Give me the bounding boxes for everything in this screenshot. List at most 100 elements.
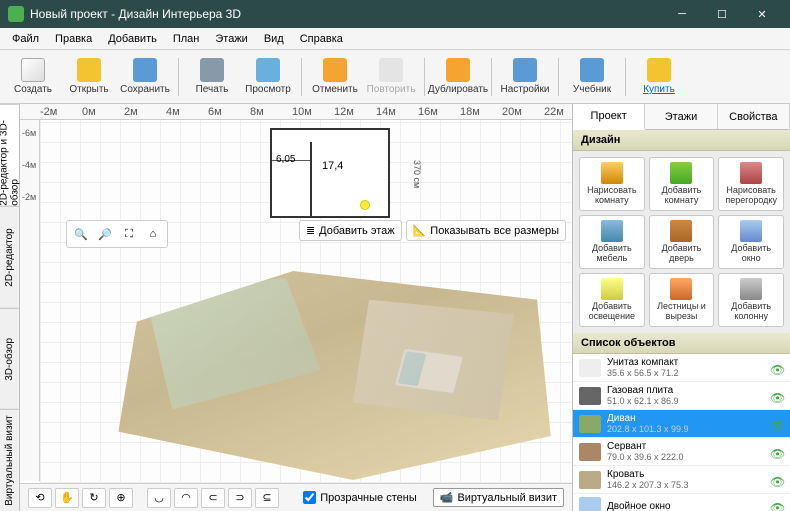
menu-правка[interactable]: Правка bbox=[47, 30, 100, 48]
objects-section-header: Список объектов bbox=[573, 333, 790, 354]
app-icon bbox=[8, 6, 24, 22]
object-name: Унитаз компакт bbox=[607, 357, 764, 368]
design-tool-0-label: Нарисовать комнату bbox=[582, 186, 642, 206]
save-label: Сохранить bbox=[120, 84, 170, 95]
level-1-button[interactable]: ◡ bbox=[147, 488, 171, 508]
level-5-button[interactable]: ⊆ bbox=[255, 488, 279, 508]
left-tab-3[interactable]: Виртуальный визит bbox=[0, 409, 19, 511]
design-tool-6-label: Добавить освещение bbox=[582, 302, 642, 322]
preview-icon bbox=[256, 58, 280, 82]
visibility-toggle-icon[interactable]: 👁 bbox=[770, 501, 784, 511]
right-tab-свойства[interactable]: Свойства bbox=[718, 104, 790, 129]
left-tab-1[interactable]: 2D-редактор bbox=[0, 206, 19, 308]
home-button[interactable]: ⌂ bbox=[142, 224, 164, 244]
show-dimensions-button[interactable]: 📐 Показывать все размеры bbox=[406, 220, 566, 241]
object-item-4[interactable]: Кровать146.2 x 207.3 x 75.3👁 bbox=[573, 466, 790, 494]
main-toolbar: СоздатьОткрыть Сохранить Печать Просмотр Отм… bbox=[0, 50, 790, 104]
main-area: 2D-редактор и 3D-обзор2D-редактор3D-обзо… bbox=[0, 104, 790, 511]
design-tool-3[interactable]: Добавить мебель bbox=[579, 215, 645, 269]
right-panel: ПроектЭтажиСвойства Дизайн Нарисовать ко… bbox=[572, 104, 790, 511]
object-item-5[interactable]: Двойное окно👁 bbox=[573, 494, 790, 511]
level-2-button[interactable]: ◠ bbox=[174, 488, 198, 508]
target-button[interactable]: ⊕ bbox=[109, 488, 133, 508]
object-item-3[interactable]: Сервант79.0 x 39.6 x 222.0👁 bbox=[573, 438, 790, 466]
transparent-walls-input[interactable] bbox=[303, 491, 316, 504]
design-tool-6[interactable]: Добавить освещение bbox=[579, 273, 645, 327]
tutorial-button[interactable]: Учебник bbox=[565, 53, 619, 101]
layers-icon: ≣ bbox=[306, 224, 315, 237]
visibility-toggle-icon[interactable]: 👁 bbox=[770, 363, 784, 373]
design-tool-3-label: Добавить мебель bbox=[582, 244, 642, 264]
menu-файл[interactable]: Файл bbox=[4, 30, 47, 48]
menu-справка[interactable]: Справка bbox=[292, 30, 351, 48]
dimension-label: 370 см bbox=[412, 160, 422, 188]
left-tab-0[interactable]: 2D-редактор и 3D-обзор bbox=[0, 104, 19, 206]
canvas-3d[interactable] bbox=[80, 250, 562, 453]
create-button[interactable]: Создать bbox=[6, 53, 60, 101]
room-3d-render[interactable] bbox=[100, 260, 560, 480]
object-name: Сервант bbox=[607, 441, 764, 452]
level-3-button[interactable]: ⊂ bbox=[201, 488, 225, 508]
right-tab-этажи[interactable]: Этажи bbox=[645, 104, 717, 129]
canvas-zoom-toolbar: 🔍 🔎 ⛶ ⌂ bbox=[66, 220, 168, 248]
left-tab-2[interactable]: 3D-обзор bbox=[0, 308, 19, 410]
menu-этажи[interactable]: Этажи bbox=[207, 30, 255, 48]
rotate-button[interactable]: ↻ bbox=[82, 488, 106, 508]
duplicate-button[interactable]: Дублировать bbox=[431, 53, 485, 101]
print-button[interactable]: Печать bbox=[185, 53, 239, 101]
design-tool-3-icon bbox=[601, 220, 623, 242]
object-item-0[interactable]: Унитаз компакт35.6 x 56.5 x 71.2👁 bbox=[573, 354, 790, 382]
design-tool-7[interactable]: Лестницы и вырезы bbox=[649, 273, 715, 327]
menu-план[interactable]: План bbox=[165, 30, 208, 48]
toolbar-separator bbox=[491, 58, 492, 96]
transparent-walls-checkbox[interactable]: Прозрачные стены bbox=[303, 491, 416, 504]
minimize-button[interactable]: ─ bbox=[662, 0, 702, 28]
buy-icon bbox=[647, 58, 671, 82]
preview-button[interactable]: Просмотр bbox=[241, 53, 295, 101]
visibility-toggle-icon[interactable]: 👁 bbox=[770, 419, 784, 429]
zoom-fit-button[interactable]: ⛶ bbox=[118, 224, 140, 244]
close-button[interactable]: ✕ bbox=[742, 0, 782, 28]
add-floor-button[interactable]: ≣ Добавить этаж bbox=[299, 220, 402, 241]
settings-button[interactable]: Настройки bbox=[498, 53, 552, 101]
bed-3d[interactable] bbox=[394, 348, 464, 394]
canvas-2d[interactable]: 6,05 17,4 370 см 🔍 🔎 ⛶ ⌂ ≣ Добавить этаж… bbox=[40, 120, 572, 483]
pan-button[interactable]: ✋ bbox=[55, 488, 79, 508]
menu-вид[interactable]: Вид bbox=[256, 30, 292, 48]
object-item-1[interactable]: Газовая плита51.0 x 62.1 x 86.9👁 bbox=[573, 382, 790, 410]
object-item-2[interactable]: Диван202.8 x 101.3 x 99.9👁 bbox=[573, 410, 790, 438]
plan-room-2[interactable] bbox=[314, 142, 390, 218]
design-tool-8[interactable]: Добавить колонну bbox=[718, 273, 784, 327]
camera-position-marker[interactable] bbox=[360, 200, 370, 210]
design-tool-4[interactable]: Добавить дверь bbox=[649, 215, 715, 269]
object-thumb-icon bbox=[579, 497, 601, 511]
zoom-out-button[interactable]: 🔎 bbox=[94, 224, 116, 244]
floor-plan-2d[interactable]: 6,05 17,4 370 см bbox=[270, 128, 390, 218]
design-tool-0[interactable]: Нарисовать комнату bbox=[579, 157, 645, 211]
open-button[interactable]: Открыть bbox=[62, 53, 116, 101]
objects-list: Унитаз компакт35.6 x 56.5 x 71.2👁Газовая… bbox=[573, 354, 790, 511]
menu-добавить[interactable]: Добавить bbox=[100, 30, 165, 48]
print-label: Печать bbox=[196, 84, 229, 95]
level-4-button[interactable]: ⊃ bbox=[228, 488, 252, 508]
maximize-button[interactable]: ☐ bbox=[702, 0, 742, 28]
visibility-toggle-icon[interactable]: 👁 bbox=[770, 475, 784, 485]
ruler-h-tick: 16м bbox=[418, 106, 438, 118]
redo-icon bbox=[379, 58, 403, 82]
redo-label: Повторить bbox=[367, 84, 416, 95]
virtual-visit-button[interactable]: 📹 Виртуальный визит bbox=[433, 488, 564, 507]
design-tool-1[interactable]: Добавить комнату bbox=[649, 157, 715, 211]
right-tab-проект[interactable]: Проект bbox=[573, 104, 645, 130]
buy-button[interactable]: Купить bbox=[632, 53, 686, 101]
canvas-area: -2м0м2м4м6м8м10м12м14м16м18м20м22м -6м-4… bbox=[20, 104, 572, 511]
visibility-toggle-icon[interactable]: 👁 bbox=[770, 391, 784, 401]
design-tool-2[interactable]: Нарисовать перегородку bbox=[718, 157, 784, 211]
zoom-in-button[interactable]: 🔍 bbox=[70, 224, 92, 244]
undo-button[interactable]: Отменить bbox=[308, 53, 362, 101]
rotate-360-button[interactable]: ⟲ bbox=[28, 488, 52, 508]
design-tool-5[interactable]: Добавить окно bbox=[718, 215, 784, 269]
save-button[interactable]: Сохранить bbox=[118, 53, 172, 101]
visibility-toggle-icon[interactable]: 👁 bbox=[770, 447, 784, 457]
ruler-h-tick: 20м bbox=[502, 106, 522, 118]
toolbar-separator bbox=[558, 58, 559, 96]
